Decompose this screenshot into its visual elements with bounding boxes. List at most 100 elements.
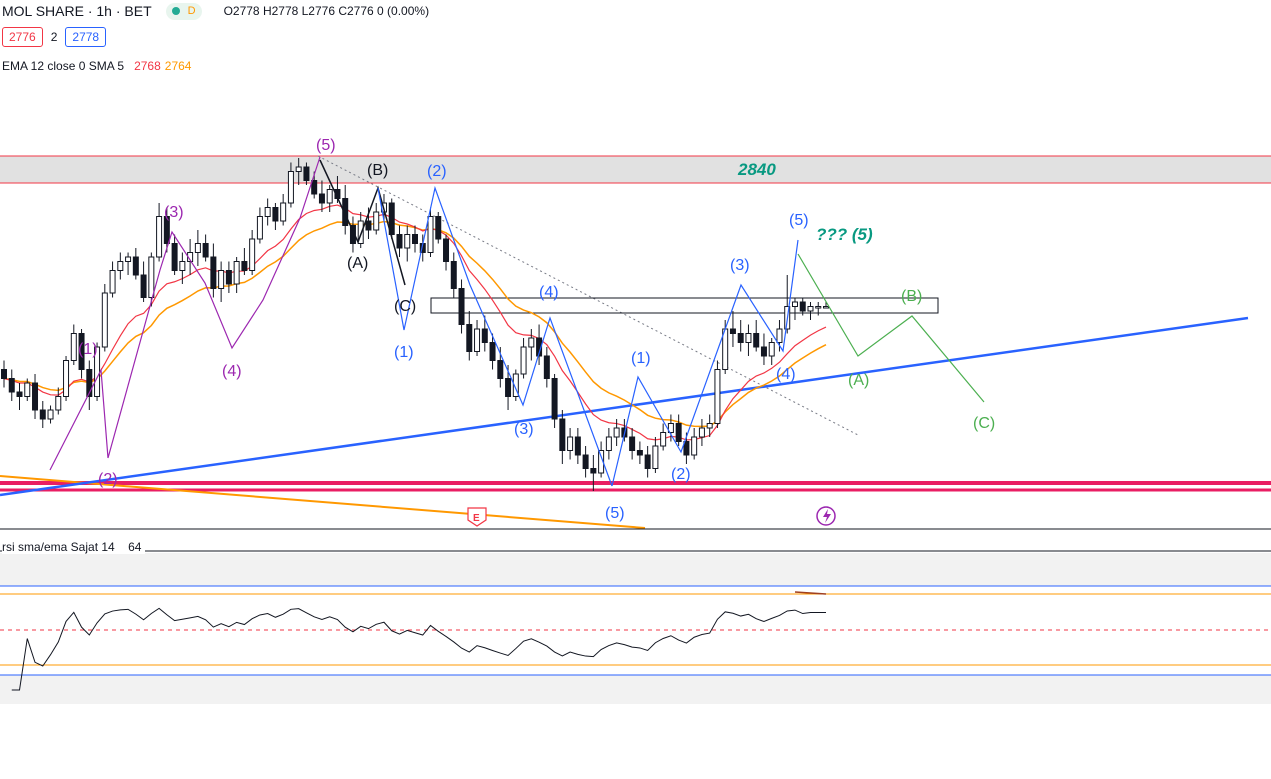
- candle-body[interactable]: [311, 180, 318, 195]
- candle-body[interactable]: [660, 432, 667, 447]
- candle-body[interactable]: [559, 418, 566, 451]
- candle-body[interactable]: [481, 328, 488, 343]
- earnings-marker[interactable]: E: [467, 507, 487, 527]
- candle-body[interactable]: [16, 391, 23, 397]
- candle-body[interactable]: [109, 270, 116, 294]
- candle-body[interactable]: [823, 306, 829, 309]
- candle-body[interactable]: [404, 234, 411, 249]
- candle-body[interactable]: [776, 328, 783, 343]
- candle-body[interactable]: [466, 324, 473, 352]
- sell-button[interactable]: 2776: [2, 27, 43, 47]
- candle-body[interactable]: [396, 234, 403, 249]
- candle-body[interactable]: [714, 369, 721, 424]
- candle-body[interactable]: [218, 270, 225, 289]
- buy-button[interactable]: 2778: [65, 27, 107, 47]
- candle-body[interactable]: [1, 369, 7, 379]
- candle-body[interactable]: [629, 436, 636, 451]
- indicator-legend[interactable]: EMA 12 close 0 SMA 5 2768 2764: [2, 59, 191, 73]
- candle-body[interactable]: [567, 436, 574, 451]
- candle-body[interactable]: [163, 216, 170, 244]
- candle-body[interactable]: [272, 207, 279, 222]
- candle-body[interactable]: [117, 261, 124, 271]
- candle-body[interactable]: [652, 445, 659, 469]
- candle-body[interactable]: [815, 306, 822, 309]
- candle-body[interactable]: [605, 436, 612, 451]
- candle-body[interactable]: [365, 220, 372, 231]
- candle-body[interactable]: [636, 450, 643, 456]
- candle-body[interactable]: [63, 360, 70, 397]
- candle-body[interactable]: [171, 243, 178, 271]
- candle-body[interactable]: [47, 409, 54, 420]
- candle-body[interactable]: [729, 328, 736, 334]
- candle-body[interactable]: [202, 243, 209, 258]
- candle-body[interactable]: [435, 216, 442, 240]
- candle-body[interactable]: [241, 261, 248, 271]
- candle-body[interactable]: [698, 427, 705, 438]
- candle-body[interactable]: [706, 423, 713, 429]
- candle-body[interactable]: [132, 256, 139, 276]
- candle-body[interactable]: [249, 238, 256, 271]
- candle-body[interactable]: [140, 274, 147, 298]
- candle-body[interactable]: [233, 261, 240, 285]
- candle-body[interactable]: [691, 436, 698, 456]
- candle-body[interactable]: [753, 333, 760, 348]
- candle-body[interactable]: [148, 256, 155, 298]
- candle-body[interactable]: [799, 301, 806, 312]
- candle-body[interactable]: [388, 202, 395, 235]
- candle-body[interactable]: [318, 193, 325, 204]
- candle-body[interactable]: [256, 216, 263, 240]
- candle-body[interactable]: [512, 373, 519, 397]
- candle-body[interactable]: [280, 202, 287, 222]
- candle-body[interactable]: [349, 225, 356, 244]
- symbol-title[interactable]: MOL SHARE · 1h · BET: [2, 3, 152, 19]
- candle-body[interactable]: [807, 306, 814, 312]
- candle-body[interactable]: [55, 396, 62, 411]
- candle-body[interactable]: [644, 454, 651, 469]
- market-status[interactable]: D: [165, 2, 202, 20]
- candle-body[interactable]: [412, 234, 418, 244]
- candle-body[interactable]: [179, 261, 186, 271]
- candle-body[interactable]: [574, 436, 581, 456]
- candle-body[interactable]: [24, 382, 31, 397]
- candle-body[interactable]: [760, 346, 767, 357]
- candle-body[interactable]: [287, 171, 294, 204]
- candle-body[interactable]: [520, 346, 527, 375]
- candle-body[interactable]: [342, 198, 349, 226]
- candle-body[interactable]: [39, 409, 46, 420]
- candle-body[interactable]: [295, 166, 302, 172]
- candle-body[interactable]: [489, 342, 496, 361]
- candle-body[interactable]: [667, 423, 674, 433]
- candle-body[interactable]: [582, 454, 589, 469]
- candle-body[interactable]: [194, 243, 201, 253]
- candle-body[interactable]: [551, 378, 558, 420]
- candle-body[interactable]: [768, 342, 775, 357]
- candle-body[interactable]: [264, 207, 271, 217]
- candle-body[interactable]: [590, 468, 597, 474]
- candle-body[interactable]: [443, 238, 450, 262]
- candle-body[interactable]: [86, 369, 93, 397]
- candle-body[interactable]: [225, 270, 232, 285]
- candle-body[interactable]: [528, 337, 535, 348]
- candle-body[interactable]: [357, 220, 364, 244]
- candle-body[interactable]: [326, 189, 333, 204]
- candle-body[interactable]: [32, 382, 39, 411]
- candle-body[interactable]: [791, 301, 798, 307]
- candle-body[interactable]: [675, 423, 682, 442]
- candle-body[interactable]: [303, 166, 310, 181]
- candle-body[interactable]: [125, 256, 132, 262]
- candle-body[interactable]: [450, 261, 457, 289]
- candle-body[interactable]: [8, 378, 15, 393]
- candle-body[interactable]: [497, 360, 504, 379]
- dividend-lightning-icon[interactable]: [816, 506, 836, 526]
- candle-body[interactable]: [156, 216, 163, 258]
- rsi-legend[interactable]: rsi sma/ema Sajat 14 64: [2, 540, 146, 554]
- candle-body[interactable]: [613, 427, 620, 438]
- candle-body[interactable]: [543, 355, 550, 379]
- candle-body[interactable]: [683, 441, 690, 456]
- candle-body[interactable]: [78, 333, 85, 370]
- candle-body[interactable]: [505, 378, 512, 397]
- candle-body[interactable]: [373, 211, 380, 231]
- candle-body[interactable]: [210, 256, 217, 289]
- candle-body[interactable]: [427, 216, 434, 253]
